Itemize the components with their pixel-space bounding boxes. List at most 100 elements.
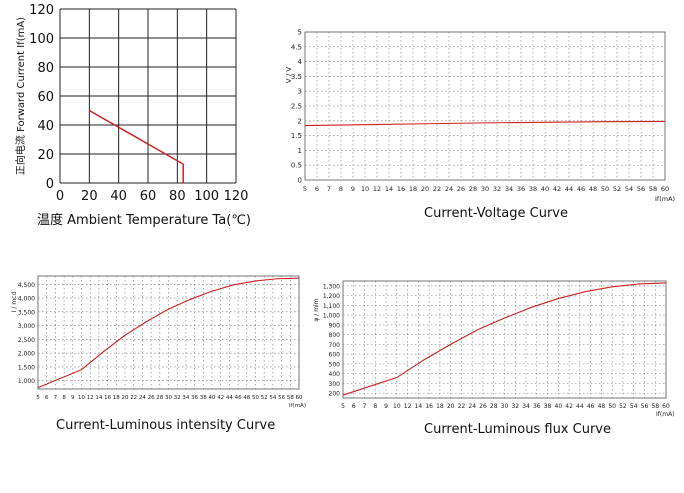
x-tick-label: 28 [156,395,163,401]
caption-current-voltage: Current-Voltage Curve [424,206,569,221]
x-tick-label: 5 [36,395,40,401]
y-tick-label: 1 [298,147,302,155]
y-tick-label: 2.5 [291,103,302,111]
y-tick-label: 3,000 [18,323,35,330]
x-tick-label: 56 [278,395,285,401]
y-tick-label: 2,500 [18,337,35,344]
x-tick-label: 48 [589,185,597,193]
x-tick-label: 40 [110,189,127,204]
x-tick-label: 18 [113,395,120,401]
y-tick-label: 1,200 [323,293,340,300]
x-tick-label: 12 [373,185,381,193]
x-tick-label: 44 [226,395,233,401]
y-tick-label: 20 [37,148,54,163]
x-tick-label: 24 [139,395,146,401]
x-tick-label: 50 [608,403,616,410]
x-tick-label: 32 [511,403,519,410]
plot-border [342,280,667,399]
x-axis-label: If(mA) [656,411,675,418]
x-tick-label: 7 [54,395,58,401]
x-tick-label: 26 [457,185,465,193]
y-tick-label: 200 [329,391,341,398]
x-tick-label: 38 [544,403,552,410]
y-tick-label: 4 [298,58,303,66]
y-tick-label: 4,500 [18,282,35,289]
x-tick-label: 9 [71,395,75,401]
y-tick-label: 600 [329,352,341,359]
x-tick-label: 16 [425,403,433,410]
x-tick-label: 60 [661,185,669,193]
y-tick-label: 1,000 [323,313,340,320]
x-tick-label: 60 [662,403,670,410]
x-tick-label: 30 [481,185,489,193]
y-axis-label: 正向电流 Forward Current If(mA) [14,17,27,175]
x-tick-label: 42 [553,185,561,193]
y-tick-label: 3,500 [18,309,35,316]
x-tick-label: 50 [601,185,609,193]
derating-chart: 0 20 40 60 80 100 120 0 20 40 60 80 100 120 温度 Ambient… [14,3,251,228]
x-tick-label: 100 [194,189,219,204]
x-tick-label: 60 [296,395,303,401]
x-tick-label: 56 [641,403,649,410]
x-tick-label: 38 [200,395,207,401]
x-tick-label: 8 [373,403,377,410]
x-tick-label: 46 [235,395,242,401]
x-tick-label: 32 [174,395,181,401]
y-tick-label: 4,000 [18,296,35,303]
y-tick-label: 4.5 [291,43,302,51]
x-tick-label: 42 [565,403,573,410]
x-tick-label: 58 [649,185,657,193]
y-tick-label: 120 [29,3,54,18]
x-tick-label: 52 [261,395,268,401]
x-tick-label: 54 [269,395,276,401]
x-tick-label: 6 [315,185,319,193]
x-tick-label: 14 [415,403,423,410]
x-tick-label: 16 [397,185,405,193]
y-tick-label: 400 [329,371,341,378]
y-tick-label: 300 [329,381,341,388]
y-tick-label: 100 [29,32,54,47]
x-tick-label: 8 [62,395,66,401]
y-tick-label: 2 [298,117,302,125]
y-tick-label: 1,100 [323,303,340,310]
y-tick-label: 900 [329,322,341,329]
y-tick-label: 800 [329,332,341,339]
x-tick-label: 42 [217,395,224,401]
x-tick-label: 20 [81,189,98,204]
y-tick-label: 5 [298,29,302,37]
x-tick-label: 50 [252,395,259,401]
x-axis-label: If(mA) [655,195,675,203]
x-tick-label: 14 [95,395,102,401]
y-tick-label: 3.5 [291,73,302,81]
current-luminous-flux-chart: 5 6 7 8 9 10 12 14 16 18 20 22 24 26 28 30 32 34 36 38 40 42 4… [313,280,675,418]
x-tick-label: 34 [182,395,189,401]
x-tick-label: 30 [501,403,509,410]
y-tick-label: 3 [298,88,302,96]
x-tick-label: 80 [169,189,186,204]
x-tick-label: 36 [517,185,525,193]
x-tick-label: 36 [533,403,541,410]
x-tick-label: 28 [469,185,477,193]
y-tick-label: 2,000 [18,351,35,358]
x-tick-label: 24 [468,403,476,410]
x-tick-label: 20 [421,185,429,193]
series-line [37,277,300,389]
y-tick-label: 700 [329,342,341,349]
y-tick-label: 0.5 [291,162,302,170]
y-axis-label: φ / mlm [313,298,320,321]
x-tick-label: 6 [352,403,356,410]
caption-current-luminous-flux: Current-Luminous flux Curve [424,422,611,437]
x-tick-label: 9 [351,185,355,193]
x-tick-label: 0 [56,189,64,204]
x-tick-label: 22 [433,185,441,193]
x-tick-label: 12 [87,395,94,401]
caption-current-luminous-intensity: Current-Luminous intensity Curve [56,418,276,433]
x-tick-label: 60 [140,189,157,204]
x-tick-label: 56 [637,185,645,193]
y-tick-label: 1.5 [291,132,302,140]
x-tick-label: 12 [404,403,412,410]
x-tick-label: 18 [409,185,417,193]
x-tick-label: 16 [104,395,111,401]
y-tick-label: 1,500 [18,364,35,371]
